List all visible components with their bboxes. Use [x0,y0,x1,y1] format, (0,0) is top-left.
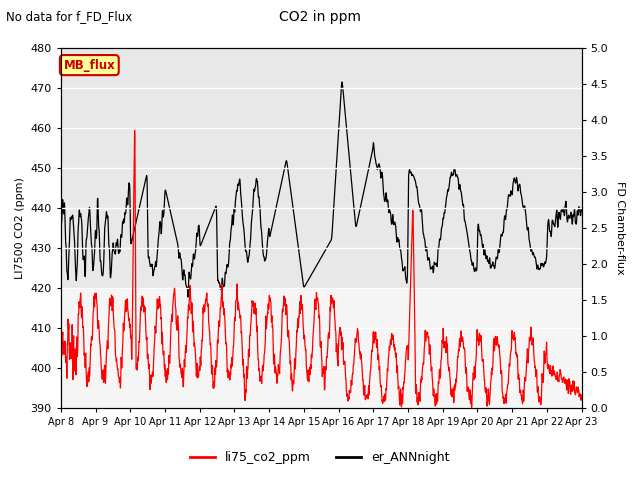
Y-axis label: FD Chamber-flux: FD Chamber-flux [615,181,625,275]
Text: No data for f_FD_Flux: No data for f_FD_Flux [6,10,132,23]
Bar [61,128,582,288]
Text: CO2 in ppm: CO2 in ppm [279,10,361,24]
Text: MB_flux: MB_flux [63,59,115,72]
Y-axis label: LI7500 CO2 (ppm): LI7500 CO2 (ppm) [15,177,25,278]
Legend: li75_co2_ppm, er_ANNnight: li75_co2_ppm, er_ANNnight [186,446,454,469]
Bar [61,48,582,128]
